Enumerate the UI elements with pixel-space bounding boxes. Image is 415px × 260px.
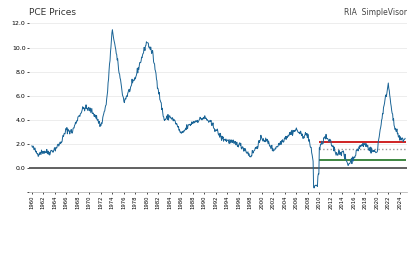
Text: RIA  SimpleVisor: RIA SimpleVisor — [344, 8, 407, 17]
Text: PCE Prices: PCE Prices — [29, 8, 76, 17]
